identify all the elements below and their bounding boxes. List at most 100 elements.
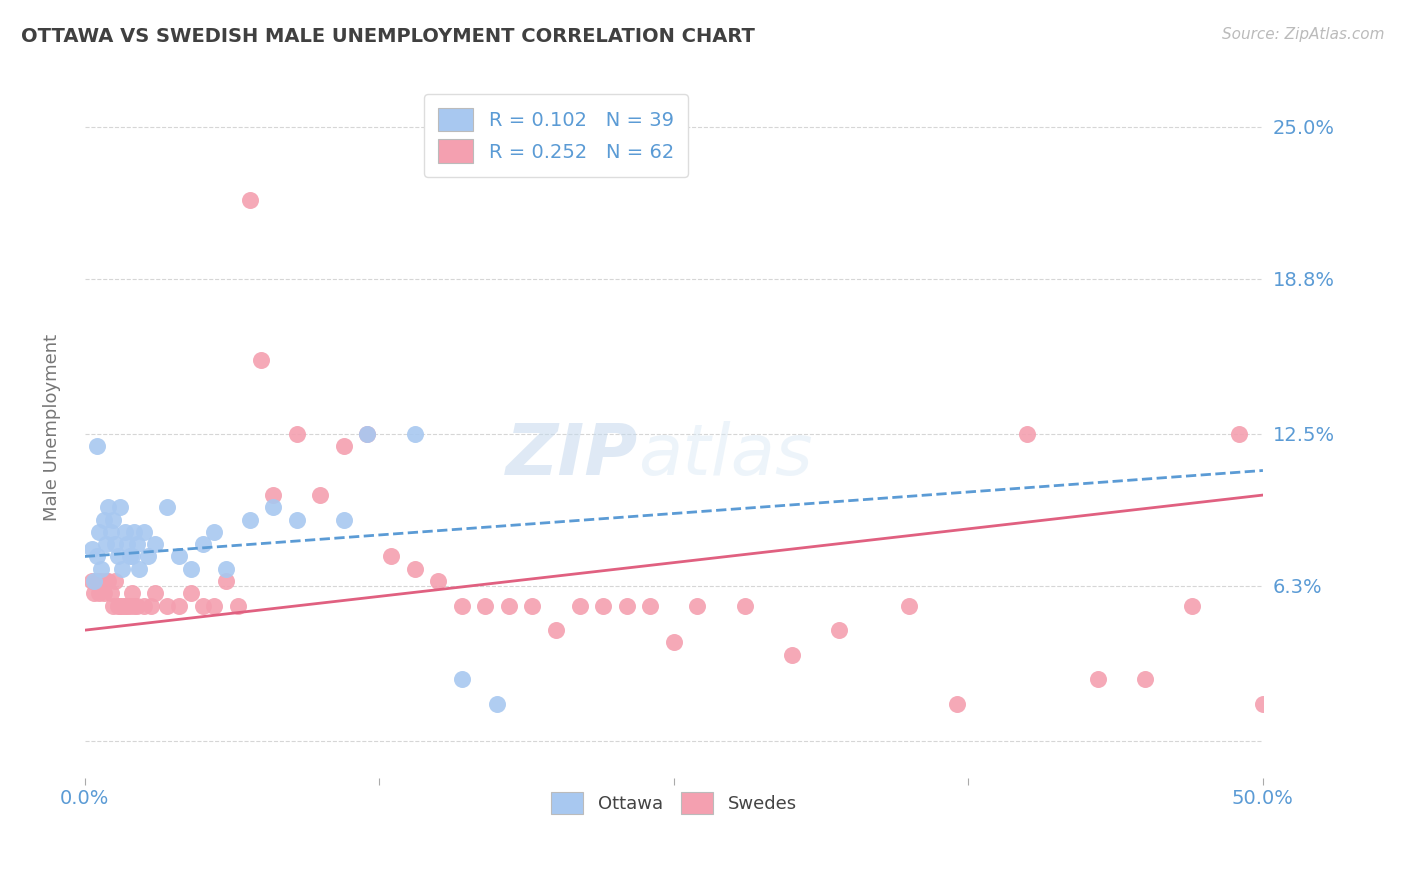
- Point: [115, 599, 138, 613]
- Point: [239, 194, 262, 208]
- Point: [333, 439, 356, 453]
- Point: [83, 586, 105, 600]
- Point: [87, 586, 110, 600]
- Point: [101, 599, 124, 613]
- Point: [191, 599, 214, 613]
- Point: [107, 599, 129, 613]
- Point: [104, 574, 127, 588]
- Point: [87, 524, 110, 539]
- Point: [450, 599, 472, 613]
- Y-axis label: Male Unemployment: Male Unemployment: [44, 334, 60, 521]
- Point: [250, 353, 273, 368]
- Point: [111, 599, 134, 613]
- Point: [97, 574, 120, 588]
- Point: [498, 599, 520, 613]
- Point: [132, 599, 155, 613]
- Point: [121, 586, 143, 600]
- Point: [734, 599, 756, 613]
- Point: [145, 586, 167, 600]
- Point: [180, 562, 202, 576]
- Point: [191, 537, 214, 551]
- Point: [139, 599, 162, 613]
- Point: [94, 537, 117, 551]
- Point: [156, 500, 179, 515]
- Point: [118, 549, 141, 564]
- Point: [97, 500, 120, 515]
- Point: [215, 562, 238, 576]
- Point: [1017, 426, 1039, 441]
- Point: [122, 524, 145, 539]
- Point: [86, 439, 108, 453]
- Point: [333, 513, 356, 527]
- Point: [86, 549, 108, 564]
- Point: [356, 426, 378, 441]
- Point: [1181, 599, 1204, 613]
- Point: [80, 542, 103, 557]
- Point: [90, 562, 112, 576]
- Text: OTTAWA VS SWEDISH MALE UNEMPLOYMENT CORRELATION CHART: OTTAWA VS SWEDISH MALE UNEMPLOYMENT CORR…: [21, 27, 755, 45]
- Point: [122, 599, 145, 613]
- Point: [108, 500, 131, 515]
- Point: [450, 673, 472, 687]
- Point: [1087, 673, 1109, 687]
- Point: [262, 500, 284, 515]
- Point: [121, 549, 143, 564]
- Point: [1133, 673, 1156, 687]
- Point: [104, 537, 127, 551]
- Point: [686, 599, 709, 613]
- Point: [132, 524, 155, 539]
- Point: [108, 599, 131, 613]
- Point: [404, 562, 426, 576]
- Point: [262, 488, 284, 502]
- Point: [356, 426, 378, 441]
- Point: [780, 648, 803, 662]
- Point: [156, 599, 179, 613]
- Point: [93, 586, 115, 600]
- Point: [380, 549, 402, 564]
- Point: [100, 586, 122, 600]
- Point: [145, 537, 167, 551]
- Point: [86, 574, 108, 588]
- Point: [522, 599, 544, 613]
- Point: [111, 562, 134, 576]
- Point: [80, 574, 103, 588]
- Point: [239, 513, 262, 527]
- Point: [404, 426, 426, 441]
- Point: [167, 549, 190, 564]
- Legend: Ottawa, Swedes: Ottawa, Swedes: [540, 780, 808, 824]
- Point: [114, 599, 136, 613]
- Point: [125, 537, 148, 551]
- Point: [83, 574, 105, 588]
- Point: [828, 623, 851, 637]
- Text: ZIP: ZIP: [506, 421, 638, 490]
- Point: [474, 599, 496, 613]
- Point: [118, 599, 141, 613]
- Point: [616, 599, 638, 613]
- Point: [638, 599, 661, 613]
- Point: [662, 635, 685, 649]
- Point: [309, 488, 332, 502]
- Point: [427, 574, 450, 588]
- Point: [202, 524, 225, 539]
- Point: [180, 586, 202, 600]
- Point: [226, 599, 249, 613]
- Point: [544, 623, 567, 637]
- Point: [486, 697, 509, 711]
- Point: [125, 599, 148, 613]
- Point: [138, 549, 160, 564]
- Point: [101, 513, 124, 527]
- Point: [1227, 426, 1250, 441]
- Point: [107, 549, 129, 564]
- Point: [592, 599, 614, 613]
- Point: [128, 562, 150, 576]
- Point: [114, 524, 136, 539]
- Text: Source: ZipAtlas.com: Source: ZipAtlas.com: [1222, 27, 1385, 42]
- Point: [568, 599, 591, 613]
- Text: atlas: atlas: [638, 421, 813, 490]
- Point: [202, 599, 225, 613]
- Point: [94, 574, 117, 588]
- Point: [90, 574, 112, 588]
- Point: [167, 599, 190, 613]
- Point: [285, 513, 308, 527]
- Point: [1251, 697, 1274, 711]
